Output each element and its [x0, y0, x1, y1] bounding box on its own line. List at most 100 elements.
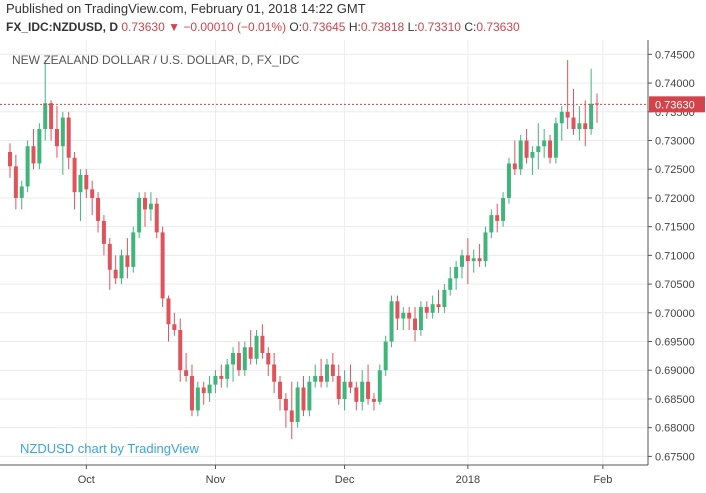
- candle: [131, 226, 136, 273]
- candle: [254, 330, 259, 365]
- price-tick-label: 0.72000: [655, 193, 695, 205]
- price-tick-label: 0.71000: [655, 250, 695, 262]
- candle-body: [143, 197, 148, 210]
- candle-body: [231, 353, 236, 365]
- candle-body: [301, 387, 306, 411]
- candle: [589, 68, 594, 135]
- candle: [577, 106, 582, 141]
- candle: [31, 129, 36, 170]
- candle-body: [37, 129, 42, 164]
- last-price-tag-box: [649, 96, 705, 113]
- candle-body: [354, 387, 359, 402]
- candle: [336, 364, 341, 405]
- candle: [371, 393, 376, 411]
- candle: [501, 192, 506, 227]
- candle-body: [459, 255, 464, 267]
- candle-body: [336, 375, 341, 399]
- candle-body: [283, 398, 288, 411]
- ohlc-bar: FX_IDC:NZDUSD, D 0.73630 ▼ −0.00010 (−0.…: [6, 20, 520, 34]
- candle: [278, 375, 283, 411]
- candle: [471, 249, 476, 273]
- candle: [395, 295, 400, 331]
- candle-body: [442, 289, 447, 308]
- candle-body: [413, 318, 418, 331]
- candle: [324, 358, 329, 388]
- candle: [113, 255, 118, 285]
- candle: [72, 151, 77, 210]
- candle: [236, 341, 241, 376]
- candle: [66, 111, 71, 170]
- candle-body: [495, 215, 500, 221]
- candle-body: [465, 255, 470, 262]
- candle-body: [424, 307, 429, 313]
- candle: [184, 353, 189, 382]
- candle-body: [518, 140, 523, 170]
- candle-body: [54, 129, 59, 147]
- candle-body: [295, 387, 300, 422]
- candle: [377, 364, 382, 405]
- candle-body: [66, 117, 71, 158]
- time-tick-label: Oct: [78, 474, 95, 486]
- candle-body: [342, 381, 347, 399]
- candle: [219, 364, 224, 388]
- candle: [548, 134, 553, 164]
- candle-body: [125, 255, 130, 267]
- candle-body: [148, 203, 153, 210]
- high-value: 0.73818: [360, 20, 405, 34]
- candle: [418, 301, 423, 336]
- candle: [78, 169, 83, 221]
- candle-body: [25, 146, 30, 187]
- candle: [25, 140, 30, 193]
- candle-body: [266, 353, 271, 365]
- candle: [354, 381, 359, 411]
- candle-body: [272, 364, 277, 382]
- candle-body: [31, 146, 36, 164]
- candle: [348, 364, 353, 394]
- candle: [295, 381, 300, 428]
- candle: [383, 335, 388, 376]
- symbol-label[interactable]: FX_IDC:NZDUSD, D: [6, 20, 119, 34]
- watermark[interactable]: NZDUSD chart by TradingView: [20, 441, 200, 456]
- candle-body: [319, 375, 324, 382]
- candle-body: [324, 364, 329, 382]
- price-tick-label: 0.69500: [655, 337, 695, 349]
- candle-body: [313, 375, 318, 382]
- candle-body: [348, 381, 353, 388]
- candle: [553, 117, 558, 164]
- candle-body: [548, 140, 553, 158]
- candle-body: [583, 123, 588, 130]
- candle: [107, 238, 112, 290]
- candle: [119, 249, 124, 285]
- candle: [313, 364, 318, 388]
- candle-body: [530, 151, 535, 158]
- candle-body: [242, 347, 247, 371]
- candle: [436, 289, 441, 313]
- candle: [571, 88, 576, 135]
- candle: [213, 370, 218, 394]
- close-value: 0.73630: [476, 20, 520, 34]
- candle-body: [471, 258, 476, 262]
- candle-body: [19, 186, 24, 198]
- candle: [225, 358, 230, 388]
- candle-body: [454, 266, 459, 279]
- candle-body: [137, 197, 142, 233]
- candle: [506, 157, 511, 204]
- candle-body: [489, 215, 494, 233]
- candle-body: [78, 174, 83, 193]
- candle: [260, 324, 265, 359]
- candle-body: [184, 370, 189, 376]
- time-tick-label: 2018: [456, 474, 480, 486]
- candle-body: [377, 370, 382, 402]
- candle: [19, 180, 24, 210]
- candle: [430, 295, 435, 319]
- candle-body: [236, 353, 241, 371]
- candle: [518, 134, 523, 175]
- candle: [160, 226, 165, 308]
- candle-body: [207, 384, 212, 394]
- candle-body: [101, 220, 106, 244]
- candle: [330, 353, 335, 382]
- price-tick-label: 0.74500: [655, 49, 695, 61]
- candle-body: [8, 151, 12, 167]
- time-tick-label: Nov: [206, 474, 226, 486]
